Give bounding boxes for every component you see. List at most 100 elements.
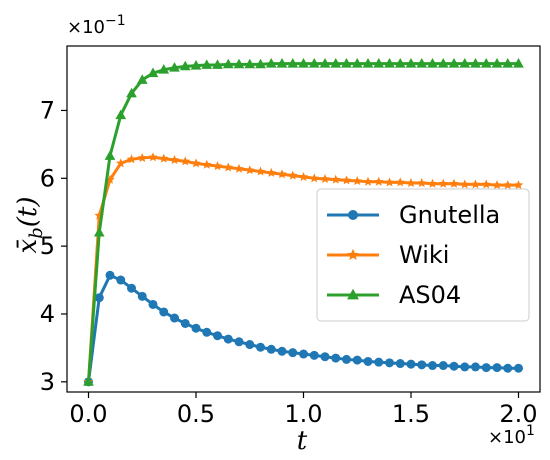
data-point-gnutella: [277, 346, 287, 356]
data-point-gnutella: [331, 353, 341, 363]
series-wiki: [83, 152, 524, 386]
data-point-gnutella: [105, 270, 115, 280]
data-point-wiki: [492, 180, 502, 190]
data-point-gnutella: [342, 354, 351, 364]
data-point-as04: [448, 58, 460, 68]
legend-label-gnutella: Gnutella: [399, 201, 500, 229]
x-tick-label: 1.5: [392, 400, 430, 428]
data-point-wiki: [449, 178, 459, 188]
data-point-gnutella: [223, 334, 233, 344]
data-point-wiki: [416, 178, 427, 188]
data-point-wiki: [180, 156, 191, 166]
data-point-wiki: [115, 158, 126, 168]
data-point-gnutella: [202, 327, 212, 337]
data-point-gnutella: [385, 358, 394, 368]
data-point-gnutella: [428, 361, 437, 371]
data-point-gnutella: [234, 337, 244, 347]
data-point-wiki: [126, 154, 137, 164]
legend-marker-gnutella: [348, 210, 358, 220]
data-point-wiki: [406, 178, 416, 188]
data-point-gnutella: [481, 363, 491, 373]
data-point-wiki: [298, 171, 309, 181]
data-point-gnutella: [460, 362, 470, 372]
x-tick-label: 0.0: [69, 400, 107, 428]
data-point-as04: [513, 58, 524, 68]
legend: Gnutella Wiki AS04: [316, 188, 530, 322]
data-point-wiki: [244, 165, 255, 175]
data-point-as04: [244, 58, 256, 69]
data-point-gnutella: [503, 363, 513, 373]
data-point-wiki: [158, 153, 169, 163]
y-tick-label: 6: [40, 164, 55, 192]
data-point-gnutella: [363, 356, 373, 366]
data-point-gnutella: [438, 361, 448, 371]
data-point-as04: [298, 58, 309, 68]
data-point-as04: [158, 64, 170, 74]
data-point-as04: [319, 58, 331, 68]
data-point-gnutella: [471, 362, 480, 372]
data-point-wiki: [363, 176, 373, 186]
x-exponent-label: ×101: [488, 423, 535, 448]
data-point-gnutella: [94, 293, 104, 303]
data-point-gnutella: [352, 355, 362, 365]
legend-marker-as04: [347, 288, 359, 300]
data-point-as04: [104, 150, 116, 160]
x-tick-label: 0.5: [177, 400, 215, 428]
x-tick-label: 2.0: [499, 400, 537, 428]
data-point-as04: [459, 58, 471, 68]
data-point-gnutella: [309, 350, 319, 360]
data-point-gnutella: [395, 359, 405, 369]
y-exponent-label: ×10−1: [67, 13, 126, 38]
data-point-wiki: [223, 162, 234, 172]
data-point-wiki: [287, 170, 298, 180]
data-point-as04: [169, 62, 180, 72]
data-point-as04: [201, 59, 213, 69]
data-point-as04: [502, 58, 514, 68]
data-point-wiki: [169, 154, 180, 165]
data-point-gnutella: [406, 359, 416, 369]
data-point-as04: [351, 58, 363, 68]
data-point-as04: [491, 58, 503, 68]
y-axis-label: x̄b(t): [13, 197, 47, 254]
data-point-gnutella: [417, 360, 427, 370]
data-point-gnutella: [159, 307, 169, 317]
data-point-wiki: [395, 177, 406, 187]
data-point-as04: [276, 58, 288, 68]
data-point-wiki: [373, 176, 384, 186]
data-point-wiki: [330, 174, 341, 184]
data-point-wiki: [137, 152, 148, 162]
y-tick-label: 7: [40, 96, 55, 124]
data-point-as04: [190, 60, 202, 70]
data-point-gnutella: [288, 348, 298, 358]
data-point-gnutella: [449, 361, 459, 371]
legend-box: [316, 188, 530, 322]
data-point-gnutella: [256, 342, 265, 352]
data-point-wiki: [255, 166, 266, 176]
data-point-wiki: [384, 177, 395, 187]
data-point-gnutella: [191, 323, 201, 333]
data-point-wiki: [309, 173, 320, 183]
data-point-as04: [93, 226, 105, 237]
data-point-wiki: [148, 152, 158, 162]
data-point-as04: [373, 58, 385, 68]
data-point-as04: [212, 59, 223, 69]
data-point-gnutella: [320, 352, 330, 362]
data-point-gnutella: [245, 340, 255, 350]
y-tick-label: 5: [40, 232, 55, 260]
data-point-as04: [384, 58, 395, 68]
data-point-wiki: [191, 158, 201, 168]
data-point-wiki: [438, 178, 449, 188]
data-point-as04: [341, 58, 352, 68]
data-point-as04: [233, 58, 245, 69]
data-point-gnutella: [492, 363, 502, 373]
data-point-wiki: [481, 179, 492, 189]
data-point-wiki: [427, 178, 438, 188]
data-point-wiki: [470, 179, 481, 189]
data-point-wiki: [459, 179, 470, 189]
data-point-as04: [427, 58, 438, 68]
y-tick-label: 4: [40, 300, 55, 328]
data-point-gnutella: [116, 275, 126, 285]
data-point-wiki: [234, 163, 244, 173]
data-point-as04: [330, 58, 342, 68]
